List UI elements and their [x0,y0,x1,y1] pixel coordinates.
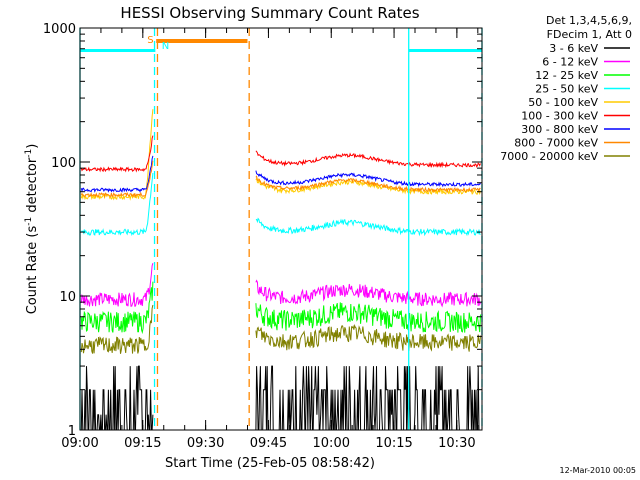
x-axis-label: Start Time (25-Feb-05 08:58:42) [165,456,375,471]
legend-entry-label: 3 - 6 keV [549,42,598,55]
series-line-segment [80,109,154,201]
series-line-segment [81,172,154,236]
series-line-segment [255,175,481,194]
legend-entry-label: 300 - 800 keV [521,123,598,136]
legend-entry-label: 6 - 12 keV [542,56,598,69]
x-tick-label: 10:15 [375,436,412,451]
series-line-segment [255,177,481,196]
series-line-segment [80,135,154,173]
series-line-segment [80,160,154,199]
series-100-300kev [80,135,481,173]
series-800-7000kev [80,160,481,199]
series-line-segment [80,304,154,354]
y-axis-label: Count Rate (s-1 detector-1) [24,144,40,315]
y-axis: 1 10 100 1000 [43,22,482,439]
y-tick-label: 1 [68,424,76,439]
series-12-25kev [80,281,481,335]
legend: Det 1,3,4,5,6,9, FDecim 1, Att 0 3 - 6 k… [500,14,632,163]
legend-entry-label: 100 - 300 keV [521,110,598,123]
chart-title: HESSI Observing Summary Count Rates [120,4,419,22]
x-axis: 09:00 09:15 09:30 09:45 10:00 10:15 10:30 [61,28,479,451]
marker-s: S [147,35,153,46]
legend-header-1: Det 1,3,4,5,6,9, [546,14,632,27]
y-tick-label: 1000 [43,22,76,37]
x-tick-label: 10:30 [438,436,475,451]
y-tick-label: 100 [51,156,76,171]
series-line-segment [255,279,481,308]
legend-entry-label: 12 - 25 keV [535,69,598,82]
legend-entry-label: 7000 - 20000 keV [500,150,598,163]
series-line-segment [80,263,154,307]
legend-entry-label: 25 - 50 keV [535,83,598,96]
legend-entry-label: 800 - 7000 keV [514,137,598,150]
legend-header-2: FDecim 1, Att 0 [547,28,632,41]
series-6-12kev [80,263,481,308]
series-line-segment [80,281,154,335]
series-line-segment [255,302,481,333]
series-3-6kev [80,365,481,431]
plot-frame [79,27,483,431]
legend-entry-label: 50 - 100 keV [528,96,598,109]
series-7000-20000kev [80,304,481,354]
x-tick-label: 10:00 [313,436,350,451]
y-tick-label: 10 [59,290,76,305]
series-line-segment [255,365,481,431]
series-line-segment [255,323,481,352]
x-tick-label: 09:00 [61,436,98,451]
series-line-segment [255,150,481,169]
series-line-segment [255,217,481,237]
series-line-segment [255,170,481,188]
series-line-segment [80,365,154,431]
x-tick-label: 09:30 [187,436,224,451]
series-25-50kev [81,172,481,237]
series-300-800kev [80,155,481,193]
x-tick-label: 09:45 [250,436,287,451]
x-tick-label: 09:15 [124,436,161,451]
marker-n: N [162,41,169,52]
series-line-segment [80,155,154,193]
footer-date: 12-Mar-2010 00:05 [560,466,637,475]
plot-area: SN [79,28,483,431]
